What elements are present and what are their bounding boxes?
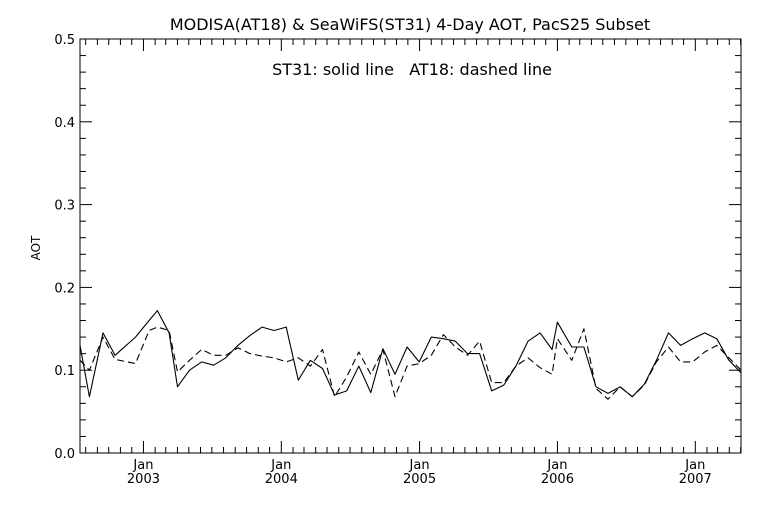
x-tick-month-label: Jan xyxy=(546,458,567,473)
x-tick-year-label: 2006 xyxy=(541,472,574,487)
y-tick-label: 0.3 xyxy=(54,199,75,214)
y-axis-label: AOT xyxy=(29,235,43,260)
series-line-st31 xyxy=(79,310,742,398)
x-tick-month-label: Jan xyxy=(270,458,291,473)
x-tick-year-label: 2004 xyxy=(265,472,298,487)
x-tick-year-label: 2007 xyxy=(679,472,712,487)
y-tick-label: 0.5 xyxy=(54,33,75,48)
series-layer xyxy=(79,310,742,400)
y-tick-label: 0.0 xyxy=(54,447,75,462)
plot-frame xyxy=(79,38,742,454)
y-tick-label: 0.1 xyxy=(54,364,75,379)
x-tick-month-label: Jan xyxy=(684,458,705,473)
y-tick-label: 0.4 xyxy=(54,116,75,131)
y-tick-label: 0.2 xyxy=(54,281,75,296)
x-tick-month-label: Jan xyxy=(409,458,430,473)
series-line-at18 xyxy=(79,326,742,400)
x-tick-month-label: Jan xyxy=(132,458,153,473)
x-tick-year-label: 2003 xyxy=(127,472,160,487)
y-axis: 0.0 0.1 0.2 0.3 0.4 0.5 xyxy=(54,33,741,462)
chart-title: MODISA(AT18) & SeaWiFS(ST31) 4-Day AOT, … xyxy=(170,15,650,34)
line-style-annotation: ST31: solid line AT18: dashed line xyxy=(272,60,552,79)
x-tick-year-label: 2005 xyxy=(403,472,436,487)
